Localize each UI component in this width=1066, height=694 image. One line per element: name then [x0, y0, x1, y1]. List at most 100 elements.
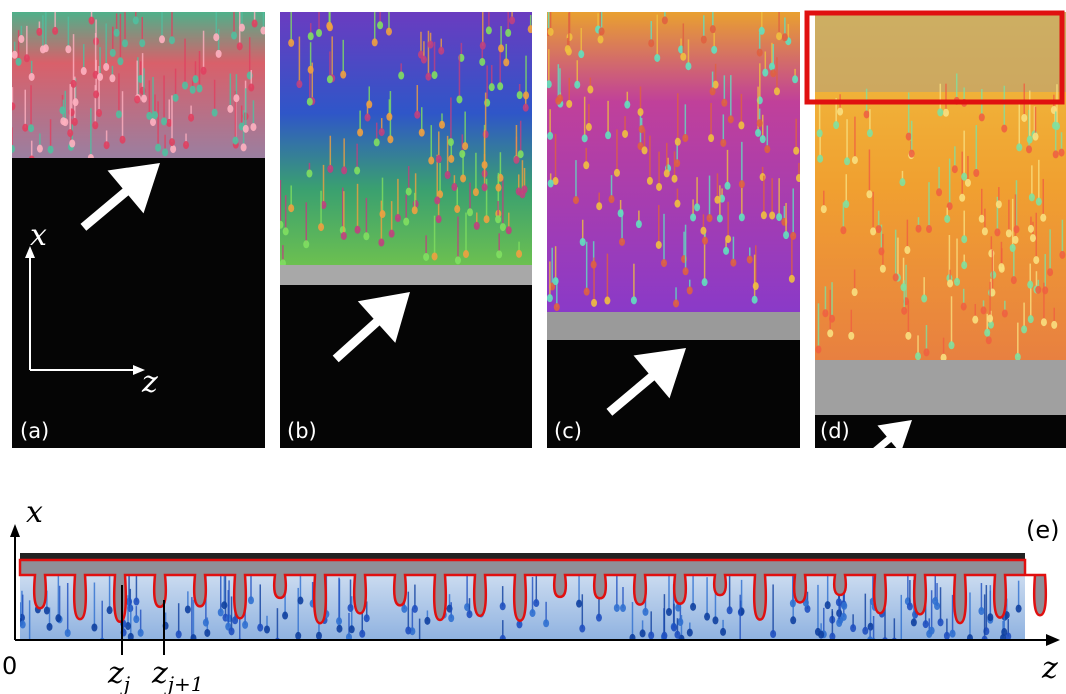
streak — [755, 128, 762, 137]
streak — [263, 625, 270, 634]
streak — [690, 213, 697, 222]
streak — [932, 597, 939, 606]
streak — [624, 100, 631, 109]
panel-b-film — [280, 12, 532, 265]
streak — [905, 132, 912, 141]
streak — [685, 62, 692, 71]
streak — [28, 155, 35, 158]
streak — [850, 624, 857, 633]
streak — [59, 106, 66, 115]
streak — [12, 102, 16, 111]
streak — [598, 27, 605, 36]
streak — [347, 603, 354, 612]
streak — [418, 128, 425, 137]
streak — [282, 611, 289, 620]
streak — [91, 623, 98, 632]
streak — [848, 331, 855, 340]
streak — [473, 221, 480, 230]
top-frame — [20, 553, 1025, 559]
streak — [161, 117, 168, 126]
streak — [175, 630, 182, 639]
streak — [316, 29, 323, 38]
streak — [608, 195, 615, 204]
streak — [52, 26, 59, 35]
streak — [247, 596, 254, 605]
streak — [152, 111, 159, 120]
streak — [648, 39, 655, 48]
streak — [712, 616, 719, 625]
streak — [954, 277, 961, 286]
streak — [1014, 352, 1021, 360]
streak — [523, 91, 530, 100]
streak — [36, 144, 43, 153]
streak — [133, 597, 140, 606]
streak — [706, 214, 713, 223]
streak — [704, 612, 711, 621]
streak — [420, 55, 427, 64]
streak — [942, 108, 949, 117]
streak — [22, 123, 29, 132]
streak — [981, 227, 988, 236]
streak — [64, 629, 71, 638]
marker-base: z — [107, 656, 124, 691]
streak — [816, 129, 823, 138]
streak — [414, 110, 421, 119]
streak — [55, 614, 62, 623]
streak — [1005, 229, 1012, 238]
streak — [682, 267, 689, 276]
streak — [1026, 145, 1033, 154]
streak — [738, 121, 745, 130]
streak — [386, 112, 393, 121]
streak — [998, 263, 1005, 272]
streak — [60, 117, 67, 126]
streak — [840, 226, 847, 235]
streak — [836, 619, 843, 628]
panel-label: (c) — [554, 419, 582, 443]
streak — [529, 609, 536, 618]
streak — [215, 49, 222, 58]
streak — [1001, 309, 1008, 318]
streak — [172, 93, 179, 102]
axis-head — [1046, 634, 1060, 646]
streak — [549, 282, 556, 291]
streak — [756, 48, 763, 57]
streak — [306, 97, 313, 106]
panel-label: (a) — [20, 419, 49, 443]
axis-head — [133, 365, 145, 375]
streak — [67, 129, 74, 138]
axes-a — [25, 246, 145, 375]
streak — [686, 628, 693, 637]
streak — [482, 130, 489, 139]
streak — [751, 295, 758, 304]
streak — [377, 21, 384, 30]
streak — [987, 314, 994, 323]
streak — [497, 82, 504, 91]
streak — [840, 612, 847, 621]
streak — [951, 165, 958, 174]
streak — [700, 226, 707, 235]
arrows — [80, 163, 912, 462]
streak — [227, 104, 234, 113]
streak — [566, 99, 573, 108]
streak — [613, 603, 620, 612]
streak — [371, 38, 378, 47]
streak — [140, 94, 147, 103]
streak — [459, 149, 466, 158]
streak — [622, 129, 629, 138]
streak — [701, 278, 708, 287]
streak — [385, 27, 392, 36]
streak — [315, 631, 322, 640]
streak — [71, 117, 78, 126]
streak — [398, 71, 405, 80]
streak — [462, 250, 469, 259]
streak — [759, 173, 766, 182]
streak — [363, 232, 370, 241]
marker-label: zj+1 — [151, 656, 204, 694]
streak — [583, 287, 590, 296]
streak — [587, 85, 594, 94]
streak — [495, 215, 502, 224]
streak — [680, 52, 687, 61]
streak — [759, 135, 766, 144]
streak — [460, 174, 467, 183]
